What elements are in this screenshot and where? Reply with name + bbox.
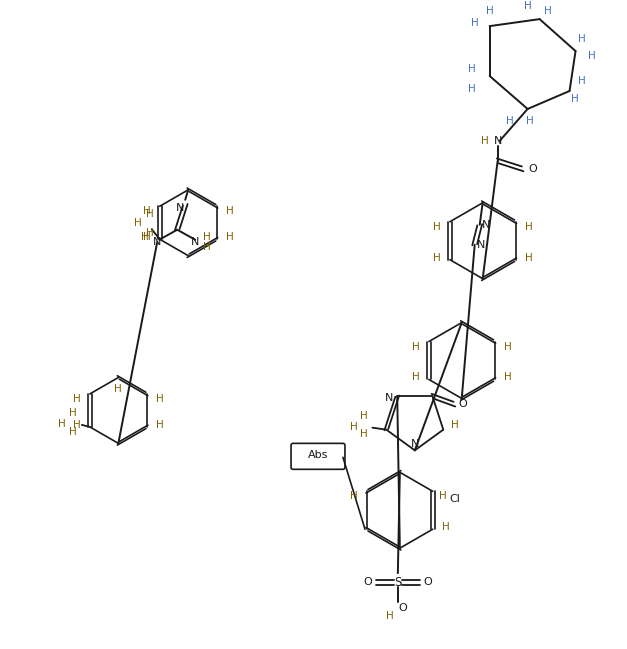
Text: H: H xyxy=(359,428,367,439)
Text: N: N xyxy=(482,220,490,230)
Text: H: H xyxy=(203,232,211,241)
Text: H: H xyxy=(156,420,164,430)
Text: S: S xyxy=(394,576,401,589)
Text: N: N xyxy=(191,237,199,247)
Text: H: H xyxy=(451,420,459,430)
Text: H: H xyxy=(350,491,358,501)
Text: H: H xyxy=(143,206,150,216)
Text: H: H xyxy=(506,116,514,126)
Text: H: H xyxy=(433,252,441,263)
Text: O: O xyxy=(528,164,537,174)
Text: H: H xyxy=(73,394,81,404)
Text: H: H xyxy=(486,6,493,16)
Text: N: N xyxy=(385,393,393,403)
Text: N: N xyxy=(176,202,184,213)
Text: N: N xyxy=(493,136,502,146)
Text: H: H xyxy=(156,394,164,404)
Text: H: H xyxy=(386,611,394,621)
Text: H: H xyxy=(526,116,534,126)
Text: H: H xyxy=(544,6,552,16)
Text: H: H xyxy=(143,232,150,242)
Text: N: N xyxy=(477,239,485,250)
Text: H: H xyxy=(525,222,532,232)
Text: H: H xyxy=(226,232,234,242)
Text: H: H xyxy=(134,218,142,228)
Text: H: H xyxy=(203,241,211,252)
Text: H: H xyxy=(58,419,66,429)
Text: H: H xyxy=(69,427,76,437)
Text: H: H xyxy=(412,373,420,382)
Text: H: H xyxy=(146,228,154,238)
Text: H: H xyxy=(359,411,367,421)
Text: H: H xyxy=(525,252,532,263)
Text: H: H xyxy=(468,84,476,94)
Text: H: H xyxy=(439,491,446,501)
Text: H: H xyxy=(471,18,478,28)
Text: H: H xyxy=(481,136,488,146)
Text: H: H xyxy=(115,384,122,395)
Text: H: H xyxy=(442,522,450,532)
Text: O: O xyxy=(458,399,466,409)
Text: Abs: Abs xyxy=(308,450,328,460)
Text: H: H xyxy=(146,209,154,219)
Text: H: H xyxy=(433,222,441,232)
Text: H: H xyxy=(412,341,420,352)
Text: H: H xyxy=(587,51,596,61)
Text: H: H xyxy=(571,94,579,104)
Text: H: H xyxy=(577,34,586,44)
Text: H: H xyxy=(524,1,532,11)
Text: O: O xyxy=(364,577,372,587)
Text: N: N xyxy=(153,237,162,247)
Text: H: H xyxy=(142,232,149,241)
Text: H: H xyxy=(349,422,357,432)
Text: H: H xyxy=(503,341,512,352)
Text: H: H xyxy=(503,373,512,382)
FancyBboxPatch shape xyxy=(291,443,345,469)
Text: H: H xyxy=(69,408,76,418)
Text: O: O xyxy=(399,603,407,613)
Text: O: O xyxy=(423,577,432,587)
Text: H: H xyxy=(226,206,234,216)
Text: Cl: Cl xyxy=(449,495,460,504)
Text: H: H xyxy=(73,420,81,430)
Text: H: H xyxy=(468,64,476,74)
Text: H: H xyxy=(577,76,586,86)
Text: N: N xyxy=(411,439,419,449)
